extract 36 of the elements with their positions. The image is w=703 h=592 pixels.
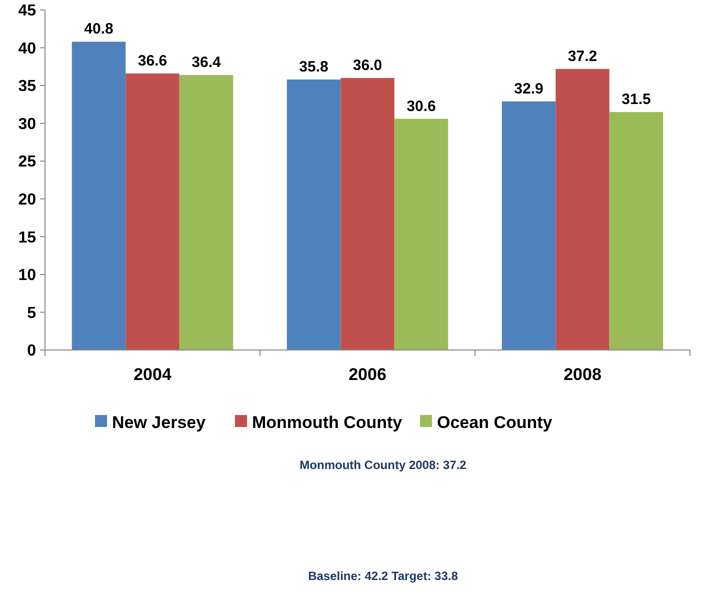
bar	[179, 74, 234, 350]
text: 35.8	[299, 58, 328, 76]
legend-label: New Jersey	[112, 413, 206, 432]
y-tick-label: 35	[18, 78, 36, 96]
text: 30.6	[406, 98, 436, 115]
bar	[609, 112, 664, 350]
bar	[72, 42, 126, 350]
text: 32.9	[514, 80, 544, 98]
text: 31.5	[622, 91, 651, 108]
text: 40.8	[84, 20, 114, 38]
y-tick-label: 5	[27, 304, 36, 322]
text: 36.0	[352, 57, 382, 74]
text: Monmouth County 2008: 37.2	[300, 458, 467, 472]
bar	[126, 73, 180, 350]
text: 37.2	[568, 48, 598, 65]
bar	[394, 118, 448, 350]
y-tick-label: 25	[18, 154, 36, 171]
y-tick-label: 0	[27, 342, 36, 360]
text: 36.4	[192, 54, 221, 71]
x-tick-label: 2008	[564, 365, 602, 384]
text: Baseline: 42.2 Target: 33.8	[308, 569, 458, 583]
text: 36.6	[138, 52, 168, 70]
legend-label: Monmouth County	[252, 413, 403, 432]
x-tick-label: 2006	[348, 365, 386, 384]
y-tick-label: 30	[18, 116, 36, 133]
y-tick-label: 20	[18, 191, 36, 208]
y-tick-label: 45	[18, 2, 36, 20]
legend-label: Ocean County	[437, 413, 553, 432]
y-tick-label: 10	[18, 267, 36, 284]
y-tick-label: 40	[18, 40, 36, 58]
bar	[556, 68, 610, 350]
y-tick-label: 15	[18, 229, 36, 246]
bar	[286, 80, 341, 350]
x-tick-label: 2004	[134, 365, 172, 384]
bar	[502, 101, 556, 350]
bar	[340, 78, 394, 350]
